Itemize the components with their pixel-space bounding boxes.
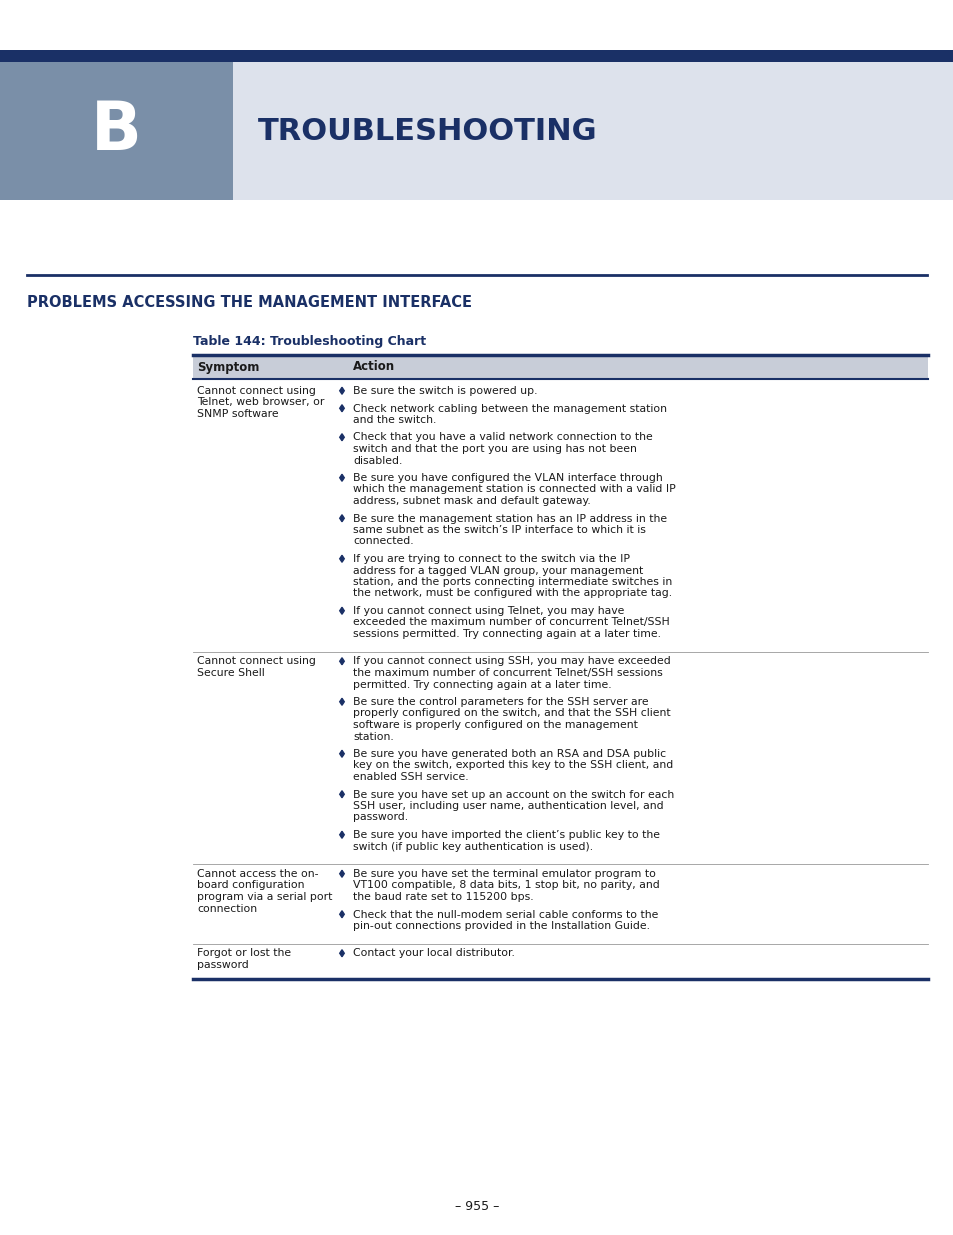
Polygon shape — [339, 388, 344, 394]
Text: program via a serial port: program via a serial port — [196, 892, 332, 902]
Text: address, subnet mask and default gateway.: address, subnet mask and default gateway… — [353, 496, 590, 506]
Text: permitted. Try connecting again at a later time.: permitted. Try connecting again at a lat… — [353, 679, 611, 689]
Text: Be sure you have set up an account on the switch for each: Be sure you have set up an account on th… — [353, 789, 674, 799]
Text: sessions permitted. Try connecting again at a later time.: sessions permitted. Try connecting again… — [353, 629, 660, 638]
Text: Cannot connect using: Cannot connect using — [196, 657, 315, 667]
Text: disabled.: disabled. — [353, 456, 402, 466]
Polygon shape — [339, 474, 344, 482]
Text: Be sure the switch is powered up.: Be sure the switch is powered up. — [353, 387, 537, 396]
Polygon shape — [339, 831, 344, 839]
Text: Telnet, web browser, or: Telnet, web browser, or — [196, 398, 324, 408]
Text: and the switch.: and the switch. — [353, 415, 436, 425]
Text: SSH user, including user name, authentication level, and: SSH user, including user name, authentic… — [353, 802, 663, 811]
Text: Symptom: Symptom — [196, 361, 259, 373]
Polygon shape — [339, 790, 344, 798]
Text: TROUBLESHOOTING: TROUBLESHOOTING — [257, 116, 597, 146]
Text: Check network cabling between the management station: Check network cabling between the manage… — [353, 404, 666, 414]
Polygon shape — [339, 871, 344, 877]
Polygon shape — [339, 608, 344, 614]
Text: enabled SSH service.: enabled SSH service. — [353, 772, 468, 782]
Text: Be sure you have imported the client’s public key to the: Be sure you have imported the client’s p… — [353, 830, 659, 840]
Text: same subnet as the switch’s IP interface to which it is: same subnet as the switch’s IP interface… — [353, 525, 645, 535]
Text: station.: station. — [353, 731, 394, 741]
Text: Forgot or lost the: Forgot or lost the — [196, 948, 291, 958]
Text: If you are trying to connect to the switch via the IP: If you are trying to connect to the swit… — [353, 555, 629, 564]
Polygon shape — [339, 405, 344, 411]
Text: key on the switch, exported this key to the SSH client, and: key on the switch, exported this key to … — [353, 761, 673, 771]
Text: exceeded the maximum number of concurrent Telnet/SSH: exceeded the maximum number of concurren… — [353, 618, 669, 627]
Polygon shape — [339, 750, 344, 757]
Text: password: password — [196, 960, 249, 969]
Text: Check that you have a valid network connection to the: Check that you have a valid network conn… — [353, 432, 652, 442]
Polygon shape — [339, 698, 344, 705]
Text: connected.: connected. — [353, 536, 414, 547]
Text: software is properly configured on the management: software is properly configured on the m… — [353, 720, 638, 730]
Text: Cannot connect using: Cannot connect using — [196, 387, 315, 396]
Text: switch and that the port you are using has not been: switch and that the port you are using h… — [353, 445, 637, 454]
Text: Be sure the control parameters for the SSH server are: Be sure the control parameters for the S… — [353, 697, 648, 706]
Text: which the management station is connected with a valid IP: which the management station is connecte… — [353, 484, 675, 494]
Polygon shape — [339, 910, 344, 918]
Text: address for a tagged VLAN group, your management: address for a tagged VLAN group, your ma… — [353, 566, 642, 576]
Text: B: B — [91, 98, 141, 164]
Text: Be sure you have generated both an RSA and DSA public: Be sure you have generated both an RSA a… — [353, 748, 665, 760]
Text: Action: Action — [353, 361, 395, 373]
Text: Cannot access the on-: Cannot access the on- — [196, 869, 318, 879]
Text: password.: password. — [353, 813, 408, 823]
Text: SNMP software: SNMP software — [196, 409, 278, 419]
Polygon shape — [339, 556, 344, 562]
Text: pin-out connections provided in the Installation Guide.: pin-out connections provided in the Inst… — [353, 921, 649, 931]
Bar — [193, 354, 927, 379]
Polygon shape — [339, 658, 344, 664]
Polygon shape — [339, 950, 344, 957]
Polygon shape — [339, 515, 344, 521]
Text: Be sure the management station has an IP address in the: Be sure the management station has an IP… — [353, 514, 666, 524]
Text: properly configured on the switch, and that the SSH client: properly configured on the switch, and t… — [353, 709, 670, 719]
Text: Contact your local distributor.: Contact your local distributor. — [353, 948, 515, 958]
Text: – 955 –: – 955 – — [455, 1200, 498, 1214]
Text: If you cannot connect using SSH, you may have exceeded: If you cannot connect using SSH, you may… — [353, 657, 670, 667]
Text: Secure Shell: Secure Shell — [196, 668, 265, 678]
Text: station, and the ports connecting intermediate switches in: station, and the ports connecting interm… — [353, 577, 672, 587]
Text: the network, must be configured with the appropriate tag.: the network, must be configured with the… — [353, 589, 672, 599]
Text: switch (if public key authentication is used).: switch (if public key authentication is … — [353, 841, 593, 851]
Polygon shape — [339, 433, 344, 441]
Text: VT100 compatible, 8 data bits, 1 stop bit, no parity, and: VT100 compatible, 8 data bits, 1 stop bi… — [353, 881, 659, 890]
Text: PROBLEMS ACCESSING THE MANAGEMENT INTERFACE: PROBLEMS ACCESSING THE MANAGEMENT INTERF… — [27, 295, 472, 310]
Bar — [0, 49, 953, 62]
Text: board configuration: board configuration — [196, 881, 304, 890]
Text: Be sure you have configured the VLAN interface through: Be sure you have configured the VLAN int… — [353, 473, 662, 483]
Bar — [233, 62, 953, 200]
Text: Check that the null-modem serial cable conforms to the: Check that the null-modem serial cable c… — [353, 909, 658, 920]
Text: Table 144: Troubleshooting Chart: Table 144: Troubleshooting Chart — [193, 335, 426, 348]
Bar — [0, 62, 233, 200]
Text: the maximum number of concurrent Telnet/SSH sessions: the maximum number of concurrent Telnet/… — [353, 668, 662, 678]
Text: connection: connection — [196, 904, 257, 914]
Text: the baud rate set to 115200 bps.: the baud rate set to 115200 bps. — [353, 892, 533, 902]
Text: If you cannot connect using Telnet, you may have: If you cannot connect using Telnet, you … — [353, 606, 623, 616]
Text: Be sure you have set the terminal emulator program to: Be sure you have set the terminal emulat… — [353, 869, 656, 879]
